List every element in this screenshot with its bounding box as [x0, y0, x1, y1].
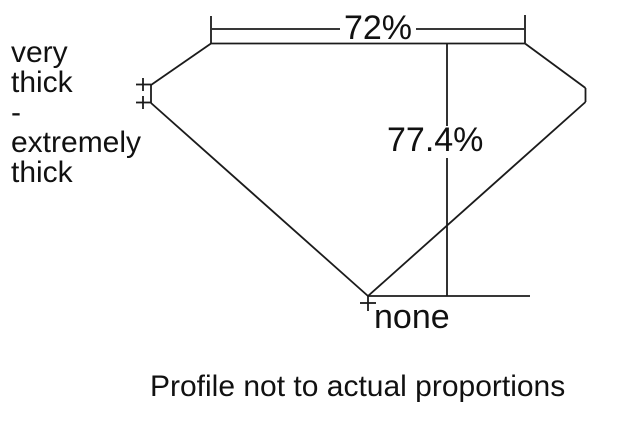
girdle-thickness-markers	[136, 78, 151, 109]
culet-markers	[360, 295, 530, 311]
crown-facet-left-line	[150, 42, 212, 86]
table-width-dimension	[210, 15, 526, 44]
diagram-caption: Profile not to actual proportions	[150, 370, 566, 403]
crown-facet-right-line	[524, 42, 587, 89]
depth-percent-label: 77.4%	[387, 121, 484, 159]
diamond-outline	[150, 42, 587, 297]
pavilion-facet-left-line	[150, 102, 369, 297]
culet-size-label: none	[374, 298, 450, 336]
table-width-percent-label: 72%	[343, 9, 413, 47]
girdle-thickness-label: very thick - extremely thick	[11, 36, 142, 189]
pavilion-facet-right-line	[367, 101, 587, 297]
